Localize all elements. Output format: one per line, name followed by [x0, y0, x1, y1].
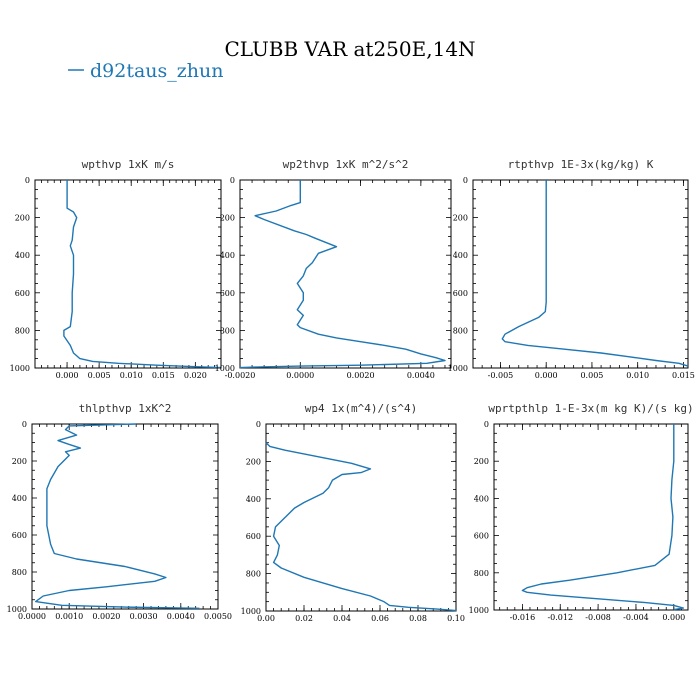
series-line	[521, 424, 684, 611]
x-tick-label: 0.0020	[347, 371, 375, 380]
y-tick-label: 1000	[469, 606, 489, 615]
subplot-3: rtpthvp 1E-3x(kg/kg) K 0 200 400 600 800 1000 -…	[448, 158, 695, 380]
x-tick-label: 0.0020	[92, 612, 120, 621]
subplot-1: wpthvp 1xK m/s 0 200 400 600 800 1000 0.000 0.00…	[10, 158, 222, 380]
x-tick-label: 0.0040	[407, 371, 435, 380]
x-tick-label: 0.010	[120, 371, 143, 380]
y-tick-label: 800	[453, 326, 468, 335]
y-tick-label: 800	[15, 326, 30, 335]
x-tick-label: 0.0000	[18, 612, 46, 621]
y-tick-label: 200	[474, 457, 489, 466]
y-tick-label: 1000	[215, 364, 235, 373]
figure-title: CLUBB VAR at250E,14N	[224, 37, 475, 61]
x-tick-label: -0.016	[510, 613, 536, 622]
x-tick-label: 0.0000	[286, 371, 314, 380]
legend: d92taus_zhun	[68, 60, 224, 82]
x-tick-label: 0.00	[257, 614, 275, 623]
y-tick-label: 0	[25, 176, 30, 185]
subplot-title: wp4 1x(m^4)/(s^4)	[305, 402, 418, 415]
x-tick-label: 0.000	[662, 613, 685, 622]
y-tick-label: 800	[474, 569, 489, 578]
x-tick-label: 0.015	[152, 371, 175, 380]
y-tick-label: 0	[484, 420, 489, 429]
x-tick-label: -0.012	[547, 613, 573, 622]
y-tick-label: 1000	[10, 364, 30, 373]
x-tick-label: -0.008	[585, 613, 611, 622]
x-tick-label: -0.004	[623, 613, 649, 622]
y-tick-label: 0	[22, 420, 27, 429]
series-line	[239, 180, 446, 369]
subplot-title: wp2thvp 1xK m^2/s^2	[283, 158, 409, 171]
subplot-title: thlpthvp 1xK^2	[79, 402, 172, 415]
y-tick-label: 200	[246, 457, 261, 466]
y-tick-label: 800	[12, 568, 27, 577]
x-tick-label: 0.005	[580, 371, 603, 380]
y-tick-label: 200	[453, 214, 468, 223]
y-tick-label: 600	[453, 289, 468, 298]
x-tick-label: 0.000	[535, 371, 558, 380]
y-tick-label: 200	[220, 214, 235, 223]
y-tick-label: 600	[220, 289, 235, 298]
subplot-6: wprtpthlp 1-E-3x(m kg K)/(s kg) 0 200 400 60…	[469, 402, 694, 622]
y-tick-label: 400	[246, 495, 261, 504]
y-tick-label: 400	[12, 494, 27, 503]
y-tick-label: 800	[220, 326, 235, 335]
x-tick-label: 0.10	[447, 614, 465, 623]
y-tick-label: 400	[220, 251, 235, 260]
x-tick-label: 0.0010	[55, 612, 83, 621]
x-tick-label: 0.08	[409, 614, 427, 623]
x-tick-label: 0.0050	[204, 612, 232, 621]
x-tick-label: 0.0040	[167, 612, 195, 621]
subplot-title: wpthvp 1xK m/s	[82, 158, 175, 171]
y-tick-label: 1000	[7, 605, 27, 614]
axes-frame	[472, 179, 689, 369]
series-line	[35, 423, 200, 609]
y-tick-label: 400	[474, 494, 489, 503]
y-tick-label: 400	[15, 251, 30, 260]
axes-frame	[493, 423, 689, 611]
x-tick-label: -0.005	[488, 371, 514, 380]
x-tick-label: 0.015	[672, 371, 695, 380]
x-tick-label: 0.005	[88, 371, 111, 380]
series-line	[63, 180, 222, 369]
subplot-2: wp2thvp 1xK m^2/s^2 0 200 400 600 800 1000-0.0…	[215, 158, 452, 380]
y-tick-label: 600	[474, 532, 489, 541]
x-tick-label: 0.04	[333, 614, 351, 623]
legend-label: d92taus_zhun	[90, 60, 224, 82]
y-tick-label: 0	[256, 420, 261, 429]
axes-frame	[31, 423, 219, 610]
y-tick-label: 200	[12, 457, 27, 466]
subplot-title: wprtpthlp 1-E-3x(m kg K)/(s kg)	[488, 402, 693, 415]
series-line	[265, 442, 457, 612]
y-tick-label: 200	[15, 214, 30, 223]
series-line	[501, 180, 689, 367]
y-tick-label: 1000	[448, 364, 468, 373]
x-tick-label: 0.000	[56, 371, 79, 380]
y-tick-label: 400	[453, 251, 468, 260]
axes-frame	[34, 179, 222, 369]
x-tick-label: 0.010	[626, 371, 649, 380]
y-tick-label: 1000	[241, 607, 261, 616]
y-tick-label: 0	[463, 176, 468, 185]
x-tick-label: -0.0020	[225, 371, 256, 380]
y-tick-label: 800	[246, 570, 261, 579]
x-tick-label: 0.06	[371, 614, 389, 623]
y-tick-label: 0	[230, 176, 235, 185]
x-tick-label: 0.02	[295, 614, 313, 623]
subplot-title: rtpthvp 1E-3x(kg/kg) K	[508, 158, 654, 171]
x-tick-label: 0.0030	[130, 612, 158, 621]
x-tick-label: 0.020	[184, 371, 207, 380]
y-tick-label: 600	[246, 532, 261, 541]
y-tick-label: 600	[12, 531, 27, 540]
y-tick-label: 600	[15, 289, 30, 298]
